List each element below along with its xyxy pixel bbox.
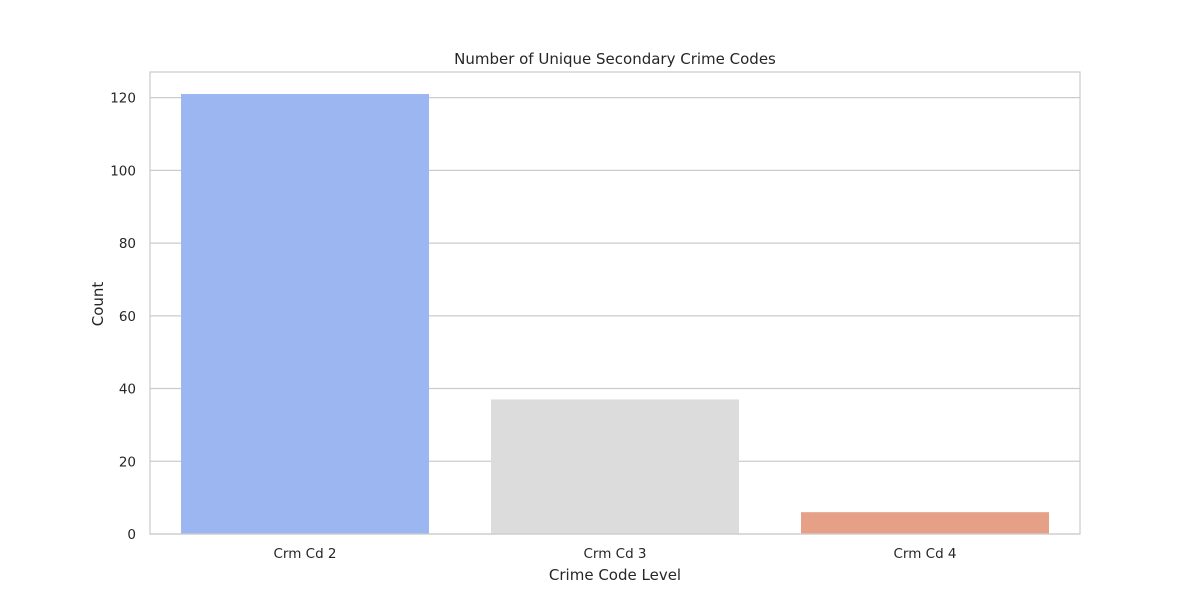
bar-crm-cd-2 [181, 94, 429, 534]
y-tick-labels: 0 20 40 60 80 100 120 [110, 91, 136, 543]
chart-title: Number of Unique Secondary Crime Codes [454, 50, 776, 68]
x-tick-label: Crm Cd 2 [273, 546, 336, 562]
x-tick-label: Crm Cd 3 [583, 546, 646, 562]
x-tick-labels: Crm Cd 2 Crm Cd 3 Crm Cd 4 [273, 546, 956, 562]
y-axis-label: Count [89, 282, 107, 327]
y-tick-label: 80 [119, 236, 136, 252]
y-tick-label: 20 [119, 454, 136, 470]
y-tick-label: 120 [110, 91, 136, 107]
y-tick-label: 40 [119, 382, 136, 398]
x-tick-label: Crm Cd 4 [893, 546, 956, 562]
bar-crm-cd-4 [801, 512, 1049, 534]
bars [181, 94, 1049, 534]
y-tick-label: 100 [110, 163, 136, 179]
x-axis-label: Crime Code Level [549, 566, 681, 584]
plot-frame [149, 71, 1081, 535]
y-tick-label: 60 [119, 309, 136, 325]
y-tick-label: 0 [127, 527, 136, 543]
bar-crm-cd-3 [491, 399, 739, 534]
